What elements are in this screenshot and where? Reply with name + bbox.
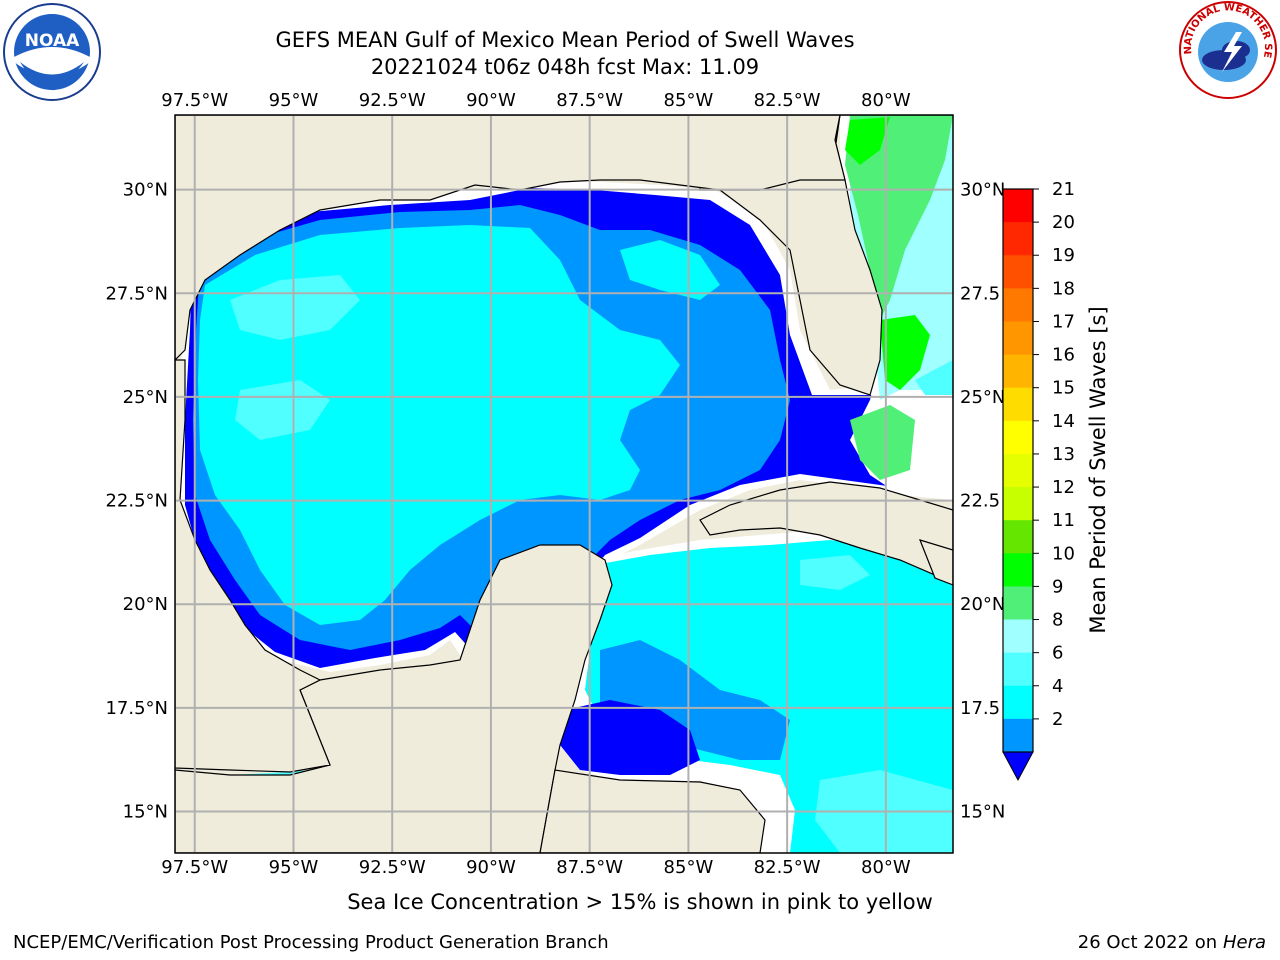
- lat-label-left: 27.5°N: [105, 283, 168, 304]
- colorbar-tick-label: 17: [1052, 311, 1075, 332]
- colorbar-tick-label: 16: [1052, 345, 1075, 366]
- colorbar-tick-label: 10: [1052, 543, 1075, 564]
- caribbean-blue-lowperiod: [560, 700, 700, 775]
- colorbar-tick-label: 13: [1052, 444, 1075, 465]
- colorbar-segment: [1003, 685, 1033, 720]
- colorbar-tick-label: 20: [1052, 212, 1075, 233]
- colorbar-frame: [1002, 188, 1034, 753]
- gulf-cyan-east: [620, 240, 720, 300]
- colorbar-segment: [1003, 321, 1033, 356]
- atlantic-green-swell: [845, 115, 953, 320]
- lon-label-top: 95°W: [269, 90, 319, 111]
- map-title: GEFS MEAN Gulf of Mexico Mean Period of …: [275, 28, 855, 52]
- colorbar-segment: [1003, 487, 1033, 521]
- colorbar-tick-label: 6: [1052, 643, 1063, 664]
- colorbar-label: Mean Period of Swell Waves [s]: [1086, 306, 1110, 633]
- colorbar-tick-label: 12: [1052, 477, 1075, 498]
- host-name: Hera: [1222, 932, 1266, 953]
- lat-label-right: 25°N: [960, 387, 1005, 408]
- colorbar-under-triangle: [1002, 751, 1034, 782]
- land-hispaniola-edge: [918, 539, 953, 586]
- date-text: 26 Oct 2022 on: [1077, 932, 1223, 953]
- lon-label-bottom: 97.5°W: [161, 857, 228, 878]
- land-mexico-west: [175, 359, 331, 773]
- lon-label-bottom: 80°W: [861, 857, 911, 878]
- colorbar-segment: [1003, 586, 1033, 621]
- lat-label-right: 30°N: [960, 180, 1005, 201]
- credit-text: NCEP/EMC/Verification Post Processing Pr…: [13, 932, 609, 953]
- lat-label-right: 15°N: [960, 802, 1005, 823]
- lon-label-top: 87.5°W: [556, 90, 623, 111]
- colorbar-segment: [1003, 255, 1033, 289]
- gulf-light-patch-2: [235, 380, 330, 440]
- lat-label-left: 17.5°N: [105, 698, 168, 719]
- noaa-logo-icon: NOAA: [3, 3, 101, 101]
- lon-label-bottom: 87.5°W: [556, 857, 623, 878]
- lat-label-left: 25°N: [123, 387, 168, 408]
- caribbean-light-patch: [800, 555, 870, 590]
- colorbar-segment: [1003, 652, 1033, 687]
- lat-label-right: 20°N: [960, 594, 1005, 615]
- lon-label-bottom: 82.5°W: [754, 857, 821, 878]
- colorbar-tick-label: 2: [1052, 709, 1063, 730]
- lon-label-bottom: 92.5°W: [359, 857, 426, 878]
- sea-ice-note: Sea Ice Concentration > 15% is shown in …: [347, 890, 933, 914]
- colorbar-segment: [1003, 520, 1033, 554]
- colorbar-tick-label: 9: [1052, 576, 1063, 597]
- colorbar-segment: [1003, 354, 1033, 389]
- colorbar-segment: [1003, 420, 1033, 455]
- colorbar-segment: [1003, 718, 1033, 753]
- lon-label-top: 90°W: [466, 90, 516, 111]
- colorbar-tick-label: 8: [1052, 610, 1063, 631]
- colorbar-segment: [1003, 553, 1033, 587]
- lon-label-top: 97.5°W: [161, 90, 228, 111]
- colorbar-tick-label: 19: [1052, 245, 1075, 266]
- lat-label-right: 22.5: [960, 491, 1000, 512]
- lon-label-bottom: 85°W: [664, 857, 714, 878]
- lon-label-bottom: 95°W: [269, 857, 319, 878]
- colorbar-tick-label: 11: [1052, 510, 1075, 531]
- colorbar-segment: [1003, 619, 1033, 654]
- lon-label-top: 85°W: [664, 90, 714, 111]
- nws-logo-icon: NATIONAL WEATHER SERVICE: [1178, 0, 1277, 99]
- lon-label-bottom: 90°W: [466, 857, 516, 878]
- colorbar-tick-label: 4: [1052, 676, 1063, 697]
- lat-label-left: 22.5°N: [105, 491, 168, 512]
- colorbar-tick-label: 18: [1052, 278, 1075, 299]
- colorbar: 21 20 19 18 17 16 15 14 13 12 11 10 9 8 6 4 2: [1002, 179, 1075, 782]
- map-subtitle: 20221024 t06z 048h fcst Max: 11.09: [370, 55, 760, 79]
- lat-label-right: 17.5: [960, 698, 1000, 719]
- date-stamp: 26 Oct 2022 on Hera: [1078, 932, 1266, 953]
- atlantic-bright-green: [880, 315, 930, 390]
- lon-label-top: 80°W: [861, 90, 911, 111]
- colorbar-tick-label: 21: [1052, 179, 1075, 200]
- gulf-light-patch: [230, 275, 360, 340]
- colorbar-segment: [1003, 288, 1033, 322]
- lat-label-right: 27.5: [960, 283, 1000, 304]
- noaa-logo-text: NOAA: [25, 31, 80, 51]
- lon-label-top: 92.5°W: [359, 90, 426, 111]
- straits-green-patch: [850, 405, 915, 480]
- lat-label-left: 20°N: [123, 594, 168, 615]
- colorbar-segment: [1003, 387, 1033, 422]
- map-frame: [174, 114, 954, 854]
- colorbar-segment: [1003, 453, 1033, 488]
- colorbar-segment: [1003, 222, 1033, 256]
- lon-label-top: 82.5°W: [754, 90, 821, 111]
- colorbar-segment: [1003, 189, 1033, 223]
- bahamas-cyan: [915, 360, 953, 395]
- atlantic-green-north: [845, 117, 890, 165]
- lat-label-left: 15°N: [123, 802, 168, 823]
- lat-label-left: 30°N: [123, 180, 168, 201]
- colorbar-tick-label: 14: [1052, 411, 1075, 432]
- colorbar-tick-label: 15: [1052, 378, 1075, 399]
